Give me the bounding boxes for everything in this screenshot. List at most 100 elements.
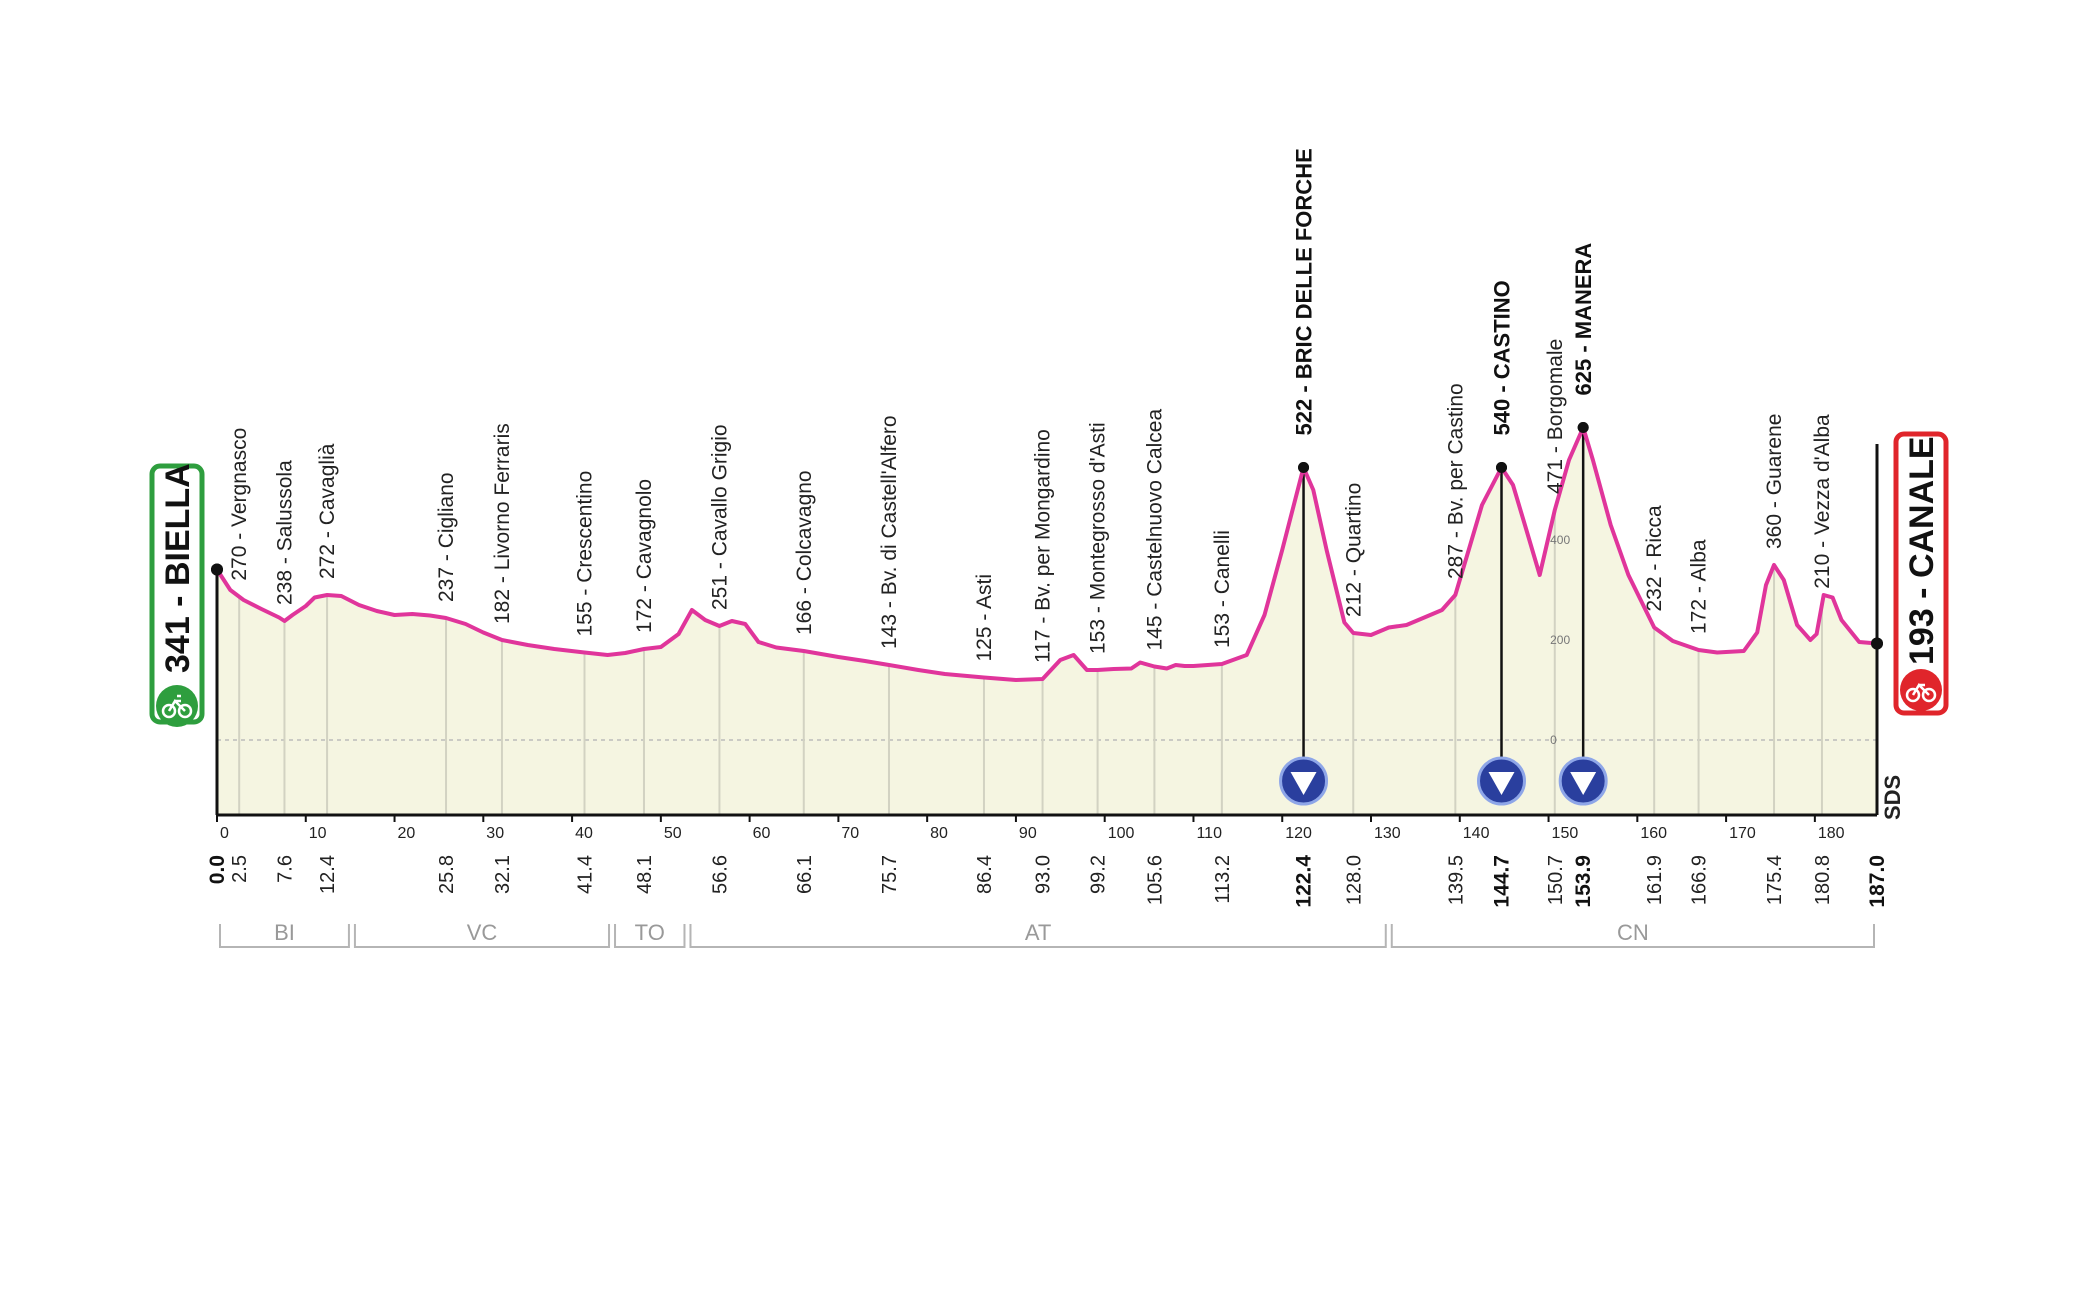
waypoint-km-label: 153.9	[1572, 855, 1595, 908]
profile-layer	[217, 427, 1877, 815]
waypoint-label: 125 - Asti	[973, 574, 996, 662]
waypoint-km-label: 7.6	[274, 855, 296, 883]
province-bracket	[219, 924, 350, 948]
waypoint-km-label: 86.4	[974, 855, 996, 894]
waypoint-label: 212 - Quartino	[1342, 483, 1365, 617]
waypoint-km-label: 12.4	[317, 855, 339, 894]
waypoint-km-label: 128.0	[1343, 855, 1365, 905]
waypoint-km-label: 180.8	[1812, 855, 1834, 905]
climb-summit-dot	[1298, 462, 1310, 473]
waypoint-km-label: 48.1	[634, 855, 656, 894]
km-tick-label: 170	[1729, 825, 1756, 842]
km-tick-label: 40	[575, 825, 593, 842]
waypoint-label: 232 - Ricca	[1643, 505, 1666, 612]
waypoint-label: 270 - Vergnasco	[228, 428, 251, 581]
profile-area	[217, 427, 1877, 815]
waypoint-label: 251 - Cavallo Grigio	[708, 424, 731, 610]
km-tick-label: 0	[220, 825, 229, 842]
waypoint-km-label: 144.7	[1491, 855, 1514, 908]
climb-summit-dot	[1577, 422, 1589, 433]
start-icon-frame	[167, 694, 186, 712]
waypoint-km-label: 93.0	[1033, 855, 1055, 894]
waypoint-km-label: 25.8	[436, 855, 458, 894]
province-label: CN	[1617, 920, 1649, 945]
waypoint-km-label: 0.0	[206, 855, 229, 884]
waypoint-label: 471 - Borgomale	[1544, 339, 1567, 494]
waypoint-label: 117 - Bv. per Mongardino	[1032, 429, 1055, 663]
labels-layer: 270 - Vergnasco 238 - Salussola 272 - Cava…	[228, 148, 1834, 663]
profile-line	[215, 425, 1878, 682]
waypoint-km-label: 75.7	[879, 855, 901, 894]
waypoint-km-label: 175.4	[1764, 855, 1786, 905]
finish-dot	[1871, 637, 1883, 650]
km-tick-label: 100	[1108, 825, 1135, 842]
waypoint-label: 238 - Salussola	[273, 460, 296, 605]
waypoint-km-label: 187.0	[1866, 855, 1889, 908]
waypoint-label: 172 - Alba	[1688, 539, 1711, 634]
waypoint-label: 153 - Montegrosso d'Asti	[1087, 422, 1110, 654]
altitude-scale-tick: 200	[1550, 633, 1570, 647]
altitude-scale-tick: 0	[1550, 733, 1557, 747]
waypoint-km-label: 150.7	[1545, 855, 1567, 905]
waypoint-km-label: 66.1	[794, 855, 816, 894]
finish-icon	[1900, 669, 1942, 711]
waypoint-label: 287 - Bv. per Castino	[1444, 383, 1467, 579]
km-tick-label: 10	[309, 825, 327, 842]
start-icon-wheel-a	[161, 703, 177, 719]
climb-label: 625 - MANERA	[1571, 243, 1596, 396]
climb-summit-dot	[1496, 462, 1508, 473]
km-tick-label: 120	[1285, 825, 1312, 842]
province-bracket	[353, 924, 611, 948]
km-tick-label: 150	[1552, 825, 1579, 842]
waypoint-label: 155 - Crescentino	[574, 471, 597, 637]
waypoint-label: 145 - Castelnuovo Calcea	[1143, 409, 1166, 651]
waypoint-km-label: 113.2	[1212, 855, 1234, 904]
finish-icon-wheel-b	[1921, 687, 1937, 703]
finish-badge: 193 - CANALE	[1893, 431, 1949, 716]
waypoint-km-label: 139.5	[1445, 855, 1467, 905]
altitude-scale-tick: 400	[1550, 533, 1570, 547]
waypoint-label: 210 - Vezza d'Alba	[1811, 414, 1834, 589]
waypoint-km-label: 41.4	[575, 855, 597, 894]
km-tick-label: 30	[486, 825, 504, 842]
waypoint-label: 143 - Bv. di Castell'Alfero	[878, 415, 901, 649]
climb-badge-triangle	[1290, 772, 1317, 795]
waypoint-label: 182 - Livorno Ferraris	[491, 423, 514, 624]
climb-badge-triangle	[1488, 772, 1515, 795]
waypoint-label: 360 - Guarene	[1763, 414, 1786, 549]
waypoint-km-label: 161.9	[1644, 855, 1666, 905]
waypoint-label: 153 - Canelli	[1211, 530, 1234, 648]
climb-badge-icon	[1279, 756, 1329, 806]
province-bracket	[614, 924, 686, 948]
start-icon-wheel-b	[177, 703, 193, 719]
km-tick-label: 80	[930, 825, 948, 842]
km-tick-label: 110	[1196, 825, 1222, 842]
km-tick-label: 60	[753, 825, 771, 842]
waypoint-label: 166 - Colcavagno	[793, 470, 816, 635]
km-tick-label: 140	[1463, 825, 1490, 842]
climb-badge-icon	[1558, 756, 1608, 806]
km-tick-label: 90	[1019, 825, 1037, 842]
province-bracket	[1390, 924, 1875, 948]
finish-badge-frame	[1893, 431, 1949, 716]
start-badge: 341 - BIELLA	[149, 463, 205, 727]
guides-layer: 400 200 0	[211, 422, 1883, 815]
province-label: AT	[1025, 920, 1051, 945]
waypoint-km-label: 32.1	[492, 855, 514, 894]
km-tick-label: 160	[1640, 825, 1667, 842]
climb-badge-triangle	[1570, 772, 1597, 795]
km-tick-label: 180	[1818, 825, 1845, 842]
province-bracket	[689, 924, 1387, 948]
finish-label: 193 - CANALE	[1903, 436, 1941, 665]
finish-icon-frame	[1911, 682, 1930, 696]
start-icon	[156, 685, 198, 727]
waypoint-km-label: 105.6	[1144, 855, 1166, 905]
waypoint-label: 172 - Cavagnolo	[633, 479, 656, 633]
waypoint-km-label: 166.9	[1689, 855, 1711, 905]
waypoint-km-label: 99.2	[1088, 855, 1110, 894]
province-bar: BI VC TO AT CN	[219, 920, 1875, 948]
province-label: VC	[467, 920, 498, 945]
climb-badge-icon	[1477, 756, 1527, 806]
province-label: TO	[635, 920, 665, 945]
